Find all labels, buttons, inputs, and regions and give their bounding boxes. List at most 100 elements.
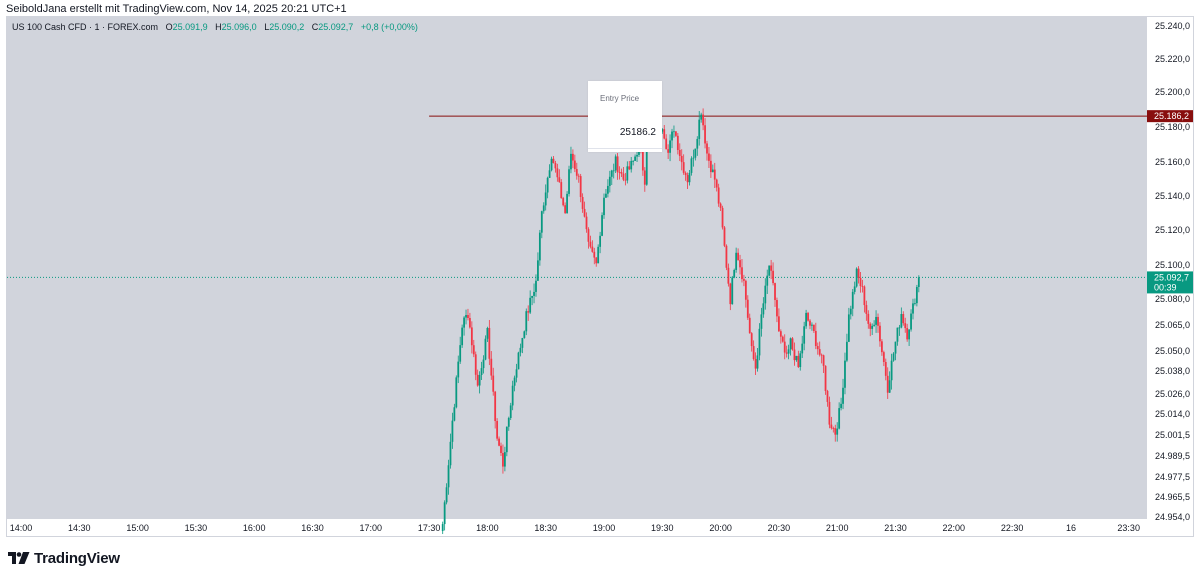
candle-body: [915, 287, 918, 304]
candle-body: [533, 291, 535, 296]
candle-body: [632, 160, 635, 162]
entry-price-note[interactable]: Entry Price 25186.2: [588, 81, 662, 152]
symbol-legend[interactable]: US 100 Cash CFD · 1 · FOREX.com O25.091,…: [12, 22, 418, 32]
candle-body: [702, 114, 705, 126]
candle-body: [628, 166, 631, 170]
time-axis[interactable]: [7, 519, 1193, 536]
candle: [622, 167, 625, 182]
candle-body: [583, 208, 586, 217]
candle-body: [509, 405, 512, 418]
candle: [861, 279, 864, 293]
candle: [507, 416, 510, 431]
candle-body: [624, 179, 627, 181]
candle-body: [634, 156, 636, 161]
candle: [671, 128, 673, 149]
candle: [764, 278, 767, 310]
price-axis[interactable]: [1147, 17, 1193, 519]
candle: [538, 229, 541, 266]
candle: [529, 290, 532, 315]
candle-body: [570, 153, 572, 170]
entry-price-tag[interactable]: [1147, 110, 1193, 123]
candle: [915, 284, 918, 307]
candle: [661, 128, 664, 134]
candle-body: [731, 277, 734, 305]
candle-body: [474, 354, 477, 375]
candle: [684, 171, 687, 181]
candle: [739, 254, 741, 275]
candle: [719, 202, 722, 211]
candle-body: [595, 257, 598, 264]
candle-body: [614, 156, 617, 171]
candle-body: [521, 337, 524, 348]
symbol-name[interactable]: US 100 Cash CFD · 1 · FOREX.com: [12, 22, 159, 32]
candle: [877, 313, 879, 333]
candle: [778, 308, 780, 333]
candle-body: [828, 401, 831, 425]
candle-body: [715, 179, 718, 188]
candle: [875, 310, 877, 333]
candle: [579, 173, 582, 203]
plot-area[interactable]: [7, 17, 1147, 519]
candle: [511, 380, 514, 411]
candle: [904, 317, 907, 333]
candle-body: [618, 172, 621, 173]
candle: [873, 320, 876, 327]
time-tick-label: 17:00: [360, 523, 383, 533]
price-tick-label: 25.050,0: [1155, 346, 1190, 356]
candle: [795, 355, 798, 362]
candle-body: [735, 252, 738, 270]
candle-body: [743, 279, 745, 281]
candle-body: [754, 359, 757, 369]
candle: [859, 271, 862, 293]
candle: [799, 350, 802, 371]
price-tick-label: 25.140,0: [1155, 191, 1190, 201]
candle: [451, 412, 454, 449]
candle-body: [678, 149, 681, 156]
candle-body: [877, 316, 879, 326]
candle: [630, 157, 633, 173]
candle: [606, 179, 609, 198]
candle-body: [605, 193, 607, 198]
candle: [748, 313, 751, 334]
candle-body: [443, 502, 446, 525]
candle-body: [906, 328, 909, 340]
candle-body: [840, 403, 842, 409]
current-price-tag[interactable]: [1147, 271, 1193, 294]
candle: [537, 252, 539, 281]
candle-body: [851, 291, 854, 309]
candle-body: [686, 175, 689, 183]
candle-body: [597, 246, 600, 264]
candle: [552, 155, 555, 164]
candle: [692, 149, 695, 167]
candle: [902, 311, 905, 326]
high-value: 25.096,0: [221, 22, 257, 32]
candle-body: [774, 283, 776, 301]
open-label: O: [165, 22, 173, 32]
candle-body: [535, 280, 537, 292]
candle-body: [445, 487, 448, 503]
candle: [849, 305, 852, 320]
candle-body: [636, 154, 638, 157]
candle: [605, 189, 607, 198]
candle-body: [556, 168, 559, 178]
candle: [533, 283, 535, 304]
price-tick-label: 25.100,0: [1155, 260, 1190, 270]
candle: [643, 167, 646, 192]
candle: [809, 319, 811, 330]
candle-body: [711, 169, 714, 173]
candle-body: [572, 153, 574, 161]
candle-body: [830, 424, 833, 429]
candle: [575, 162, 578, 180]
candle: [513, 375, 516, 392]
candle-body: [846, 341, 848, 361]
entry-price-title: Entry Price: [600, 94, 640, 103]
candle: [756, 348, 759, 372]
close-value: 25.092,7: [318, 22, 354, 32]
candle-body: [523, 331, 526, 338]
candle-body: [564, 205, 567, 214]
candle-body: [741, 267, 743, 280]
candle: [822, 354, 825, 373]
candle: [502, 444, 504, 474]
entry-price-value: 25186.2: [619, 127, 656, 138]
candle: [614, 154, 617, 174]
